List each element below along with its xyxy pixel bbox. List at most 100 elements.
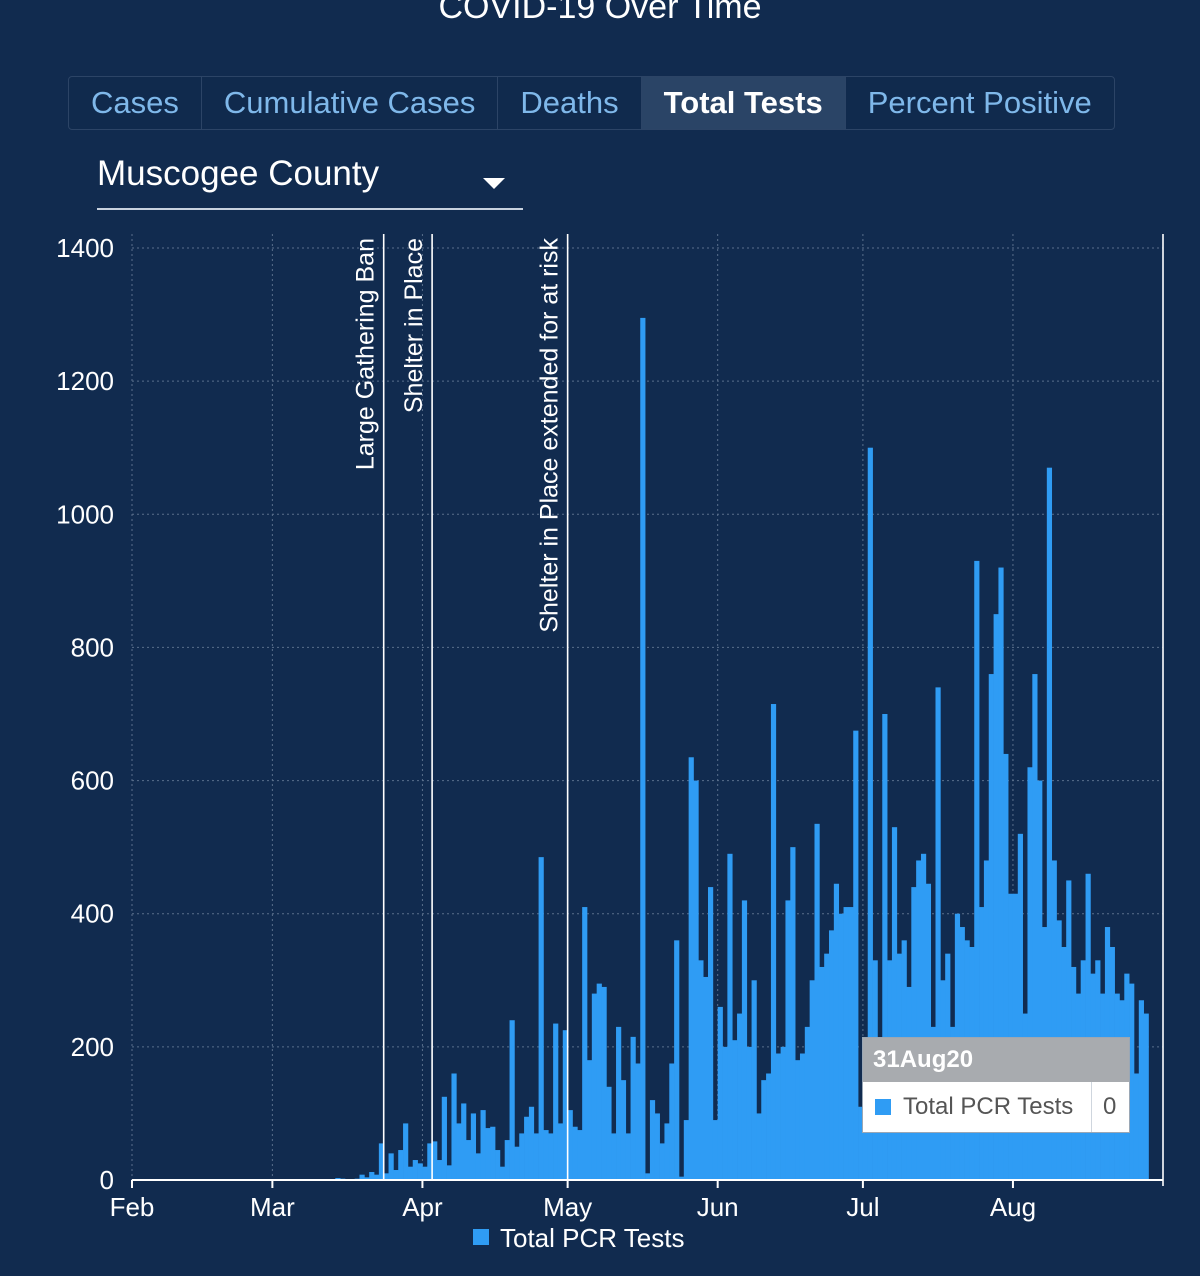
bar	[974, 560, 980, 1180]
bar	[1017, 833, 1023, 1180]
bar	[838, 913, 844, 1180]
bar	[654, 1113, 660, 1180]
tab-cases[interactable]: Cases	[69, 77, 202, 129]
bar	[649, 1100, 656, 1180]
bar	[833, 883, 840, 1180]
bar	[824, 953, 830, 1180]
bar	[645, 1173, 651, 1180]
bar	[635, 1063, 641, 1180]
bar	[998, 567, 1004, 1180]
tooltip: 31Aug20 Total PCR Tests 0	[862, 1037, 1130, 1133]
bar	[848, 907, 854, 1180]
bar	[790, 847, 796, 1180]
annotations: Large Gathering Ban Shelter in Place Shelt…	[352, 234, 569, 1180]
caret-down-icon	[483, 178, 505, 189]
x-tick-label: Jul	[846, 1192, 879, 1222]
y-tick-label: 200	[71, 1032, 114, 1062]
bar	[882, 714, 888, 1180]
bar	[533, 1133, 539, 1180]
bar	[664, 1123, 670, 1180]
bar	[524, 1116, 530, 1180]
bar	[591, 993, 598, 1180]
bar	[1027, 767, 1033, 1180]
y-tick-label: 800	[71, 632, 114, 662]
bar	[504, 1140, 510, 1180]
bar	[422, 1166, 428, 1180]
grid-lines	[131, 234, 1163, 1180]
tooltip-value: 0	[1103, 1093, 1117, 1120]
bar	[620, 1080, 627, 1180]
bar	[737, 1013, 743, 1180]
bar	[1032, 674, 1038, 1180]
bar	[640, 317, 646, 1180]
bar	[616, 1026, 622, 1180]
bar	[601, 986, 607, 1180]
bar	[398, 1150, 404, 1180]
bar	[688, 757, 694, 1180]
bar	[916, 860, 922, 1180]
bar	[557, 1123, 564, 1180]
bar	[703, 976, 709, 1180]
tooltip-series-label: Total PCR Tests	[903, 1093, 1074, 1120]
x-tick-label: Feb	[110, 1192, 155, 1222]
chart-title: COVID-19 Over Time	[438, 0, 762, 26]
y-tick-label: 1200	[56, 366, 114, 396]
bar	[562, 1030, 568, 1180]
tab-bar: Cases Cumulative Cases Deaths Total Test…	[68, 76, 1115, 130]
bar	[1051, 860, 1057, 1180]
bar	[693, 780, 699, 1180]
bar	[911, 887, 917, 1180]
bar	[746, 1046, 752, 1180]
x-tick-label: Mar	[250, 1192, 295, 1222]
bar	[528, 1106, 535, 1180]
tab-deaths[interactable]: Deaths	[498, 77, 642, 129]
bar	[983, 860, 990, 1180]
bar	[732, 1040, 738, 1180]
bar	[819, 966, 825, 1180]
bar	[611, 1133, 617, 1180]
bar	[669, 1063, 675, 1180]
bar	[1085, 873, 1091, 1180]
bar	[853, 730, 859, 1180]
bar	[495, 1150, 501, 1180]
bar	[829, 930, 835, 1180]
tab-percent-positive[interactable]: Percent Positive	[867, 85, 1092, 120]
bar	[475, 1153, 481, 1180]
bar	[427, 1143, 433, 1180]
bar	[553, 1023, 559, 1180]
county-dropdown-value: Muscogee County	[97, 154, 380, 193]
bar	[596, 983, 602, 1180]
county-dropdown[interactable]: Muscogee County	[97, 150, 523, 210]
bar	[364, 1177, 370, 1180]
bar	[862, 1093, 869, 1180]
bar	[727, 853, 733, 1180]
bar	[567, 1110, 573, 1180]
bar	[804, 1026, 810, 1180]
bar	[717, 1006, 723, 1180]
bar	[678, 1176, 685, 1180]
bar	[799, 1053, 806, 1180]
bar	[388, 1153, 394, 1180]
bar	[867, 447, 873, 1181]
bar	[756, 1113, 762, 1180]
bar	[582, 907, 588, 1180]
tooltip-date: 31Aug20	[863, 1038, 1129, 1082]
x-tick-label: Aug	[990, 1192, 1036, 1222]
bar	[1012, 893, 1019, 1180]
annotation-label: Shelter in Place	[400, 238, 428, 413]
bar	[780, 1046, 786, 1180]
axes: 0 200 400 600 800 1000 1200 1400 Feb Mar Apr May Jun…	[56, 233, 1164, 1222]
annotation-label: Shelter in Place extended for at risk	[536, 238, 564, 633]
bar	[925, 883, 932, 1180]
bar	[1129, 983, 1135, 1180]
x-tick-label: Apr	[402, 1192, 443, 1222]
bar	[741, 900, 748, 1180]
bar	[683, 1120, 689, 1180]
bar	[403, 1123, 409, 1180]
tab-cumulative-cases[interactable]: Cumulative Cases	[202, 77, 499, 129]
bar	[814, 823, 820, 1180]
tab-total-tests[interactable]: Total Tests	[641, 77, 846, 129]
bar	[548, 1133, 554, 1180]
bar	[509, 1020, 515, 1180]
bar	[378, 1143, 385, 1180]
